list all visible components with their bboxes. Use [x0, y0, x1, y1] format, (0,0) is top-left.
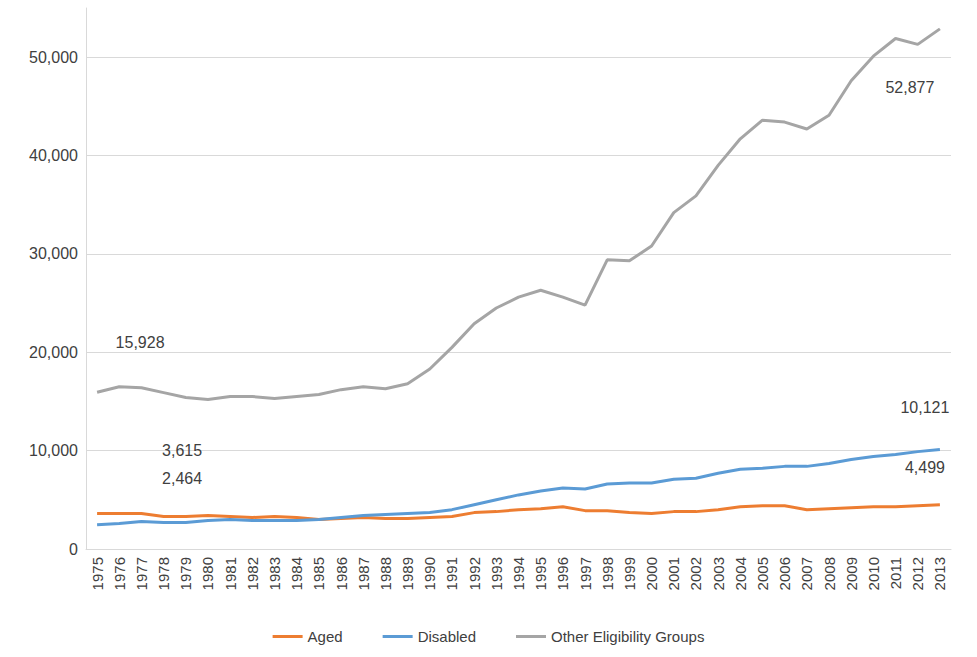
- svg-text:1989: 1989: [399, 557, 416, 590]
- svg-text:1979: 1979: [177, 557, 194, 590]
- svg-text:20,000: 20,000: [29, 344, 78, 361]
- svg-text:1995: 1995: [532, 557, 549, 590]
- svg-text:2009: 2009: [843, 557, 860, 590]
- svg-text:1983: 1983: [266, 557, 283, 590]
- svg-text:1981: 1981: [222, 557, 239, 590]
- svg-text:2012: 2012: [909, 557, 926, 590]
- svg-text:2003: 2003: [710, 557, 727, 590]
- svg-text:2,464: 2,464: [162, 470, 202, 487]
- svg-text:2005: 2005: [754, 557, 771, 590]
- svg-text:40,000: 40,000: [29, 147, 78, 164]
- svg-text:1984: 1984: [288, 557, 305, 590]
- svg-text:2008: 2008: [821, 557, 838, 590]
- svg-text:1975: 1975: [89, 557, 106, 590]
- svg-text:2004: 2004: [732, 557, 749, 590]
- svg-text:1996: 1996: [554, 557, 571, 590]
- svg-text:1994: 1994: [510, 557, 527, 590]
- svg-text:1985: 1985: [310, 557, 327, 590]
- svg-text:10,121: 10,121: [900, 399, 949, 416]
- svg-text:1982: 1982: [244, 557, 261, 590]
- svg-text:50,000: 50,000: [29, 49, 78, 66]
- svg-text:2001: 2001: [665, 557, 682, 590]
- svg-text:2011: 2011: [887, 557, 904, 589]
- svg-text:1993: 1993: [488, 557, 505, 590]
- svg-text:1991: 1991: [443, 557, 460, 590]
- svg-text:1998: 1998: [599, 557, 616, 590]
- svg-text:2013: 2013: [931, 557, 948, 590]
- svg-text:1976: 1976: [111, 557, 128, 590]
- svg-text:0: 0: [69, 541, 78, 558]
- svg-text:2006: 2006: [776, 557, 793, 590]
- svg-text:4,499: 4,499: [905, 459, 945, 476]
- svg-text:3,615: 3,615: [162, 442, 202, 459]
- svg-text:Disabled: Disabled: [418, 628, 476, 645]
- svg-text:30,000: 30,000: [29, 245, 78, 262]
- svg-text:2007: 2007: [798, 557, 815, 590]
- svg-text:1992: 1992: [466, 557, 483, 590]
- svg-text:1988: 1988: [377, 557, 394, 590]
- svg-text:2002: 2002: [687, 557, 704, 590]
- svg-text:1986: 1986: [333, 557, 350, 590]
- svg-text:15,928: 15,928: [116, 334, 165, 351]
- svg-text:1977: 1977: [133, 557, 150, 590]
- svg-text:Aged: Aged: [308, 628, 343, 645]
- svg-text:2010: 2010: [865, 557, 882, 590]
- svg-text:1987: 1987: [355, 557, 372, 590]
- svg-text:2000: 2000: [643, 557, 660, 590]
- svg-text:1980: 1980: [199, 557, 216, 590]
- svg-text:1999: 1999: [621, 557, 638, 590]
- svg-text:1997: 1997: [577, 557, 594, 590]
- svg-text:1990: 1990: [421, 557, 438, 590]
- svg-text:1978: 1978: [155, 557, 172, 590]
- svg-text:10,000: 10,000: [29, 442, 78, 459]
- svg-text:Other Eligibility Groups: Other Eligibility Groups: [551, 628, 704, 645]
- svg-text:52,877: 52,877: [885, 79, 934, 96]
